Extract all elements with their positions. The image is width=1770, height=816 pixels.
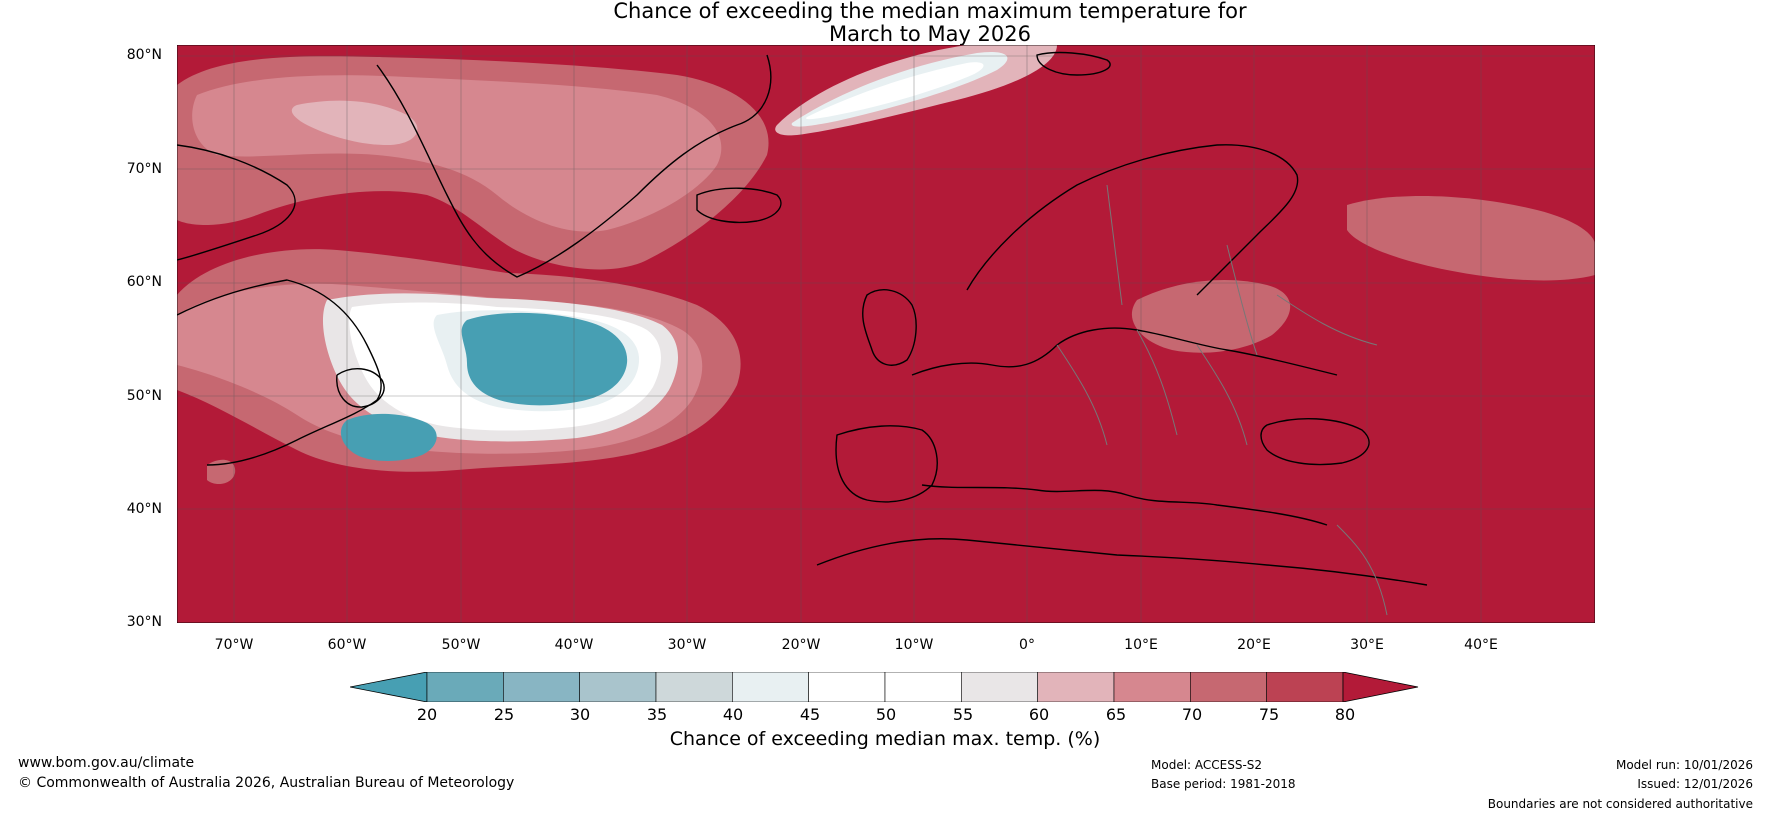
field-greenland-60-65 [291, 100, 418, 145]
lon-label-60w: 60°W [327, 637, 367, 653]
graticule [177, 45, 1595, 623]
map-canvas [177, 45, 1595, 623]
lat-label-40n: 40°N [126, 501, 162, 517]
colorbar-bin-60-65 [1037, 671, 1115, 703]
colorbar-tick-25: 25 [493, 705, 515, 724]
colorbar-bin-20-25 [426, 671, 504, 703]
colorbar-bin-25-30 [503, 671, 580, 703]
field-svalbard-white [806, 62, 984, 120]
labrador-coast [177, 279, 382, 466]
lon-label-0: 0° [1019, 637, 1035, 653]
svalbard-coast [1036, 51, 1111, 76]
continental-europe-coast [911, 327, 1338, 376]
colorbar-tick-55: 55 [952, 705, 974, 724]
lon-label-10w: 10°W [894, 637, 934, 653]
footer-disclaimer: Boundaries are not considered authoritat… [1487, 797, 1753, 811]
greenland-coast [376, 54, 772, 278]
colorbar-tick-50: 50 [875, 705, 897, 724]
colorbar-over-extend [1342, 671, 1419, 703]
colorbar-bin-30-35 [579, 671, 657, 703]
colorbar-bin-45-50 [808, 671, 886, 703]
footer-base-period: Base period: 1981-2018 [1151, 777, 1296, 791]
colorbar-bin-70-75 [1190, 671, 1267, 703]
colorbar-under-extend [349, 671, 428, 703]
lat-label-80n: 80°N [126, 47, 162, 63]
lon-label-40e: 40°E [1464, 637, 1498, 653]
colorbar-bin-40-45 [732, 671, 809, 703]
lon-label-70w: 70°W [214, 637, 254, 653]
colorbar-tick-20: 20 [416, 705, 438, 724]
map-title: Chance of exceeding the median maximum t… [0, 0, 1770, 46]
title-line-2: March to May 2026 [829, 22, 1031, 46]
colorbar [349, 671, 1420, 703]
scandinavia-coast [966, 144, 1299, 296]
mediterranean-coast [921, 484, 1328, 526]
colorbar-tick-70: 70 [1181, 705, 1203, 724]
north-africa-coast [816, 538, 1428, 586]
field-small-warm-patch [207, 459, 236, 485]
footer-model-run: Model run: 10/01/2026 [1615, 758, 1753, 772]
black-sea-coast [1260, 417, 1370, 466]
lon-label-20e: 20°E [1237, 637, 1271, 653]
colorbar-bin-35-40 [655, 671, 733, 703]
lon-label-40w: 40°W [554, 637, 594, 653]
colorbar-bin-75-80 [1266, 671, 1344, 703]
colorbar-label: Chance of exceeding median max. temp. (%… [669, 728, 1101, 750]
colorbar-bin-55-60 [961, 671, 1038, 703]
iberia-coast [835, 425, 938, 503]
lat-label-70n: 70°N [126, 161, 162, 177]
colorbar-tick-40: 40 [722, 705, 744, 724]
field-atlantic-south-cold [340, 413, 437, 461]
lon-label-50w: 50°W [441, 637, 481, 653]
colorbar-tick-80: 80 [1334, 705, 1356, 724]
colorbar-canvas [349, 671, 1419, 703]
lon-label-10e: 10°E [1124, 637, 1158, 653]
colorbar-bin-65-70 [1113, 671, 1191, 703]
lon-label-30e: 30°E [1350, 637, 1384, 653]
field-atlantic-below-20 [461, 312, 628, 406]
iceland-coast [696, 187, 782, 224]
footer-issued: Issued: 12/01/2026 [1637, 777, 1753, 791]
footer-copyright: © Commonwealth of Australia 2026, Austra… [18, 775, 515, 791]
colorbar-tick-30: 30 [569, 705, 591, 724]
colorbar-tick-35: 35 [646, 705, 668, 724]
colorbar-tick-75: 75 [1258, 705, 1280, 724]
baffin-coast [177, 144, 296, 261]
colorbar-bin-50-55 [884, 671, 962, 703]
footer-website: www.bom.gov.au/climate [18, 755, 195, 771]
colorbar-tick-65: 65 [1105, 705, 1127, 724]
newfoundland-coast [336, 368, 385, 408]
colorbar-tick-45: 45 [799, 705, 821, 724]
lon-label-30w: 30°W [667, 637, 707, 653]
lat-label-30n: 30°N [126, 614, 162, 630]
national-borders [1056, 184, 1388, 616]
lat-label-60n: 60°N [126, 274, 162, 290]
british-isles-coast [862, 289, 917, 366]
colorbar-tick-60: 60 [1028, 705, 1050, 724]
title-line-1: Chance of exceeding the median maximum t… [613, 0, 1247, 23]
map-panel [177, 45, 1595, 623]
footer-model: Model: ACCESS-S2 [1151, 758, 1263, 772]
field-russia-70-75 [1347, 195, 1595, 281]
coastlines [177, 51, 1428, 586]
lon-label-20w: 20°W [781, 637, 821, 653]
lat-label-50n: 50°N [126, 388, 162, 404]
